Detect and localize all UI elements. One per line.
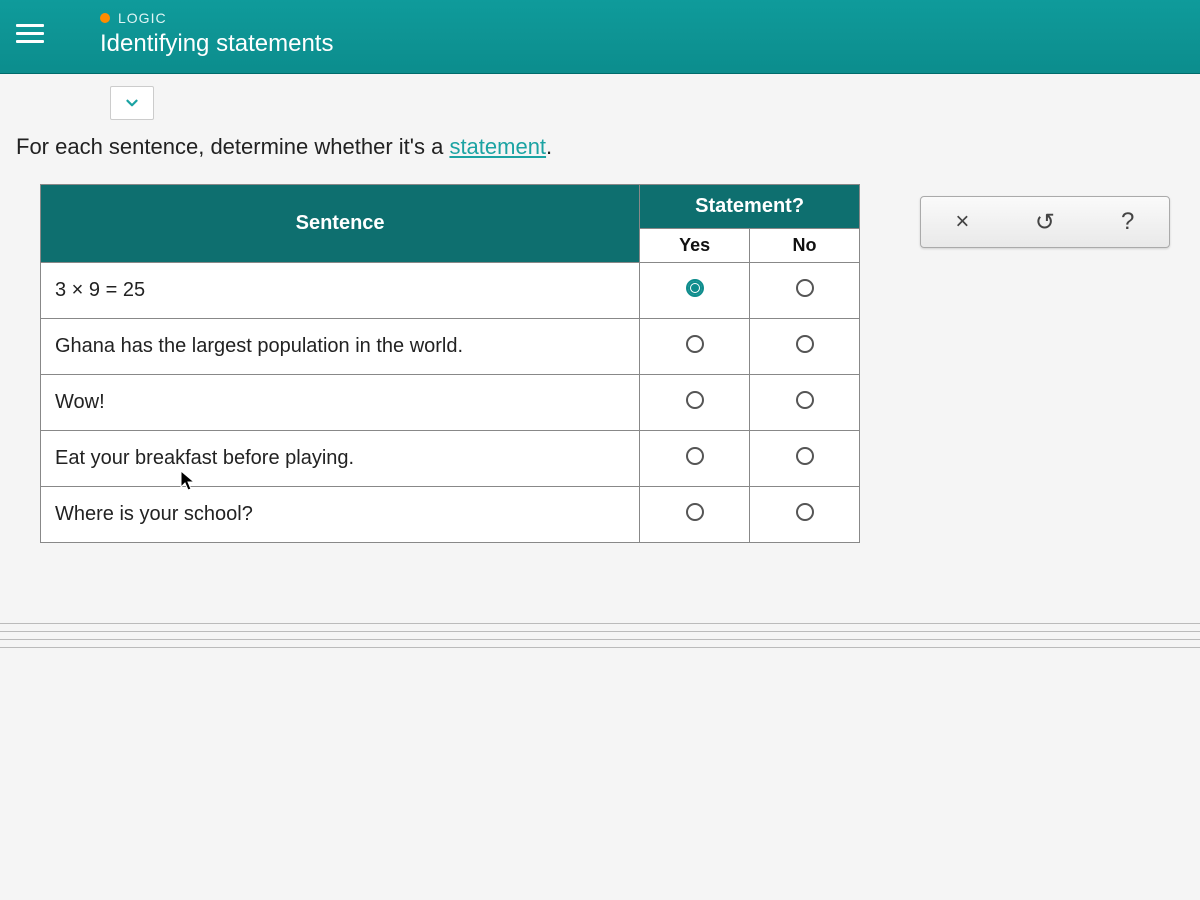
radio-no[interactable]: [796, 503, 814, 521]
instruction-text: For each sentence, determine whether it'…: [0, 120, 1200, 184]
category-label: LOGIC: [118, 10, 167, 26]
tool-panel: × ↺ ?: [920, 196, 1170, 248]
table-row: Eat your breakfast before playing.: [41, 431, 860, 487]
collapse-toggle-button[interactable]: [110, 86, 154, 120]
instruction-prefix: For each sentence, determine whether it'…: [16, 134, 449, 159]
no-cell: [750, 487, 860, 543]
ruled-line: [0, 631, 1200, 639]
close-button[interactable]: ×: [942, 208, 982, 236]
yes-cell: [640, 487, 750, 543]
no-cell: [750, 431, 860, 487]
ruled-line: [0, 647, 1200, 655]
header-text-block: LOGIC Identifying statements: [60, 6, 333, 58]
sentence-cell: 3 × 9 = 25: [41, 263, 640, 319]
col-header-statement: Statement?: [640, 185, 860, 229]
category-tag: LOGIC: [100, 10, 333, 26]
table-row: Where is your school?: [41, 487, 860, 543]
table-row: Wow!: [41, 375, 860, 431]
radio-no[interactable]: [796, 335, 814, 353]
radio-no[interactable]: [796, 279, 814, 297]
ruled-line: [0, 623, 1200, 631]
col-header-yes: Yes: [640, 229, 750, 263]
instruction-suffix: .: [546, 134, 552, 159]
radio-no[interactable]: [796, 391, 814, 409]
sentence-cell: Where is your school?: [41, 487, 640, 543]
category-dot-icon: [100, 13, 110, 23]
chevron-down-icon: [123, 94, 141, 112]
yes-cell: [640, 319, 750, 375]
radio-yes[interactable]: [686, 391, 704, 409]
sentence-cell: Wow!: [41, 375, 640, 431]
reset-button[interactable]: ↺: [1025, 208, 1065, 237]
radio-no[interactable]: [796, 447, 814, 465]
question-table: Sentence Statement? Yes No 3 × 9 = 25Gha…: [40, 184, 860, 543]
glossary-link-statement[interactable]: statement: [449, 134, 546, 159]
yes-cell: [640, 263, 750, 319]
radio-yes[interactable]: [686, 447, 704, 465]
radio-yes[interactable]: [686, 503, 704, 521]
radio-yes[interactable]: [686, 279, 704, 297]
table-row: 3 × 9 = 25: [41, 263, 860, 319]
ruled-line: [0, 639, 1200, 647]
table-row: Ghana has the largest population in the …: [41, 319, 860, 375]
help-button[interactable]: ?: [1108, 208, 1148, 236]
sentence-cell: Eat your breakfast before playing.: [41, 431, 640, 487]
app-header: LOGIC Identifying statements: [0, 0, 1200, 74]
sentence-cell: Ghana has the largest population in the …: [41, 319, 640, 375]
yes-cell: [640, 375, 750, 431]
page-title: Identifying statements: [100, 30, 333, 58]
no-cell: [750, 263, 860, 319]
question-tbody: 3 × 9 = 25Ghana has the largest populati…: [41, 263, 860, 543]
hamburger-menu-icon[interactable]: [0, 6, 60, 61]
content-row: Sentence Statement? Yes No 3 × 9 = 25Gha…: [0, 184, 1200, 543]
col-header-sentence: Sentence: [41, 185, 640, 263]
radio-yes[interactable]: [686, 335, 704, 353]
col-header-no: No: [750, 229, 860, 263]
no-cell: [750, 375, 860, 431]
yes-cell: [640, 431, 750, 487]
no-cell: [750, 319, 860, 375]
